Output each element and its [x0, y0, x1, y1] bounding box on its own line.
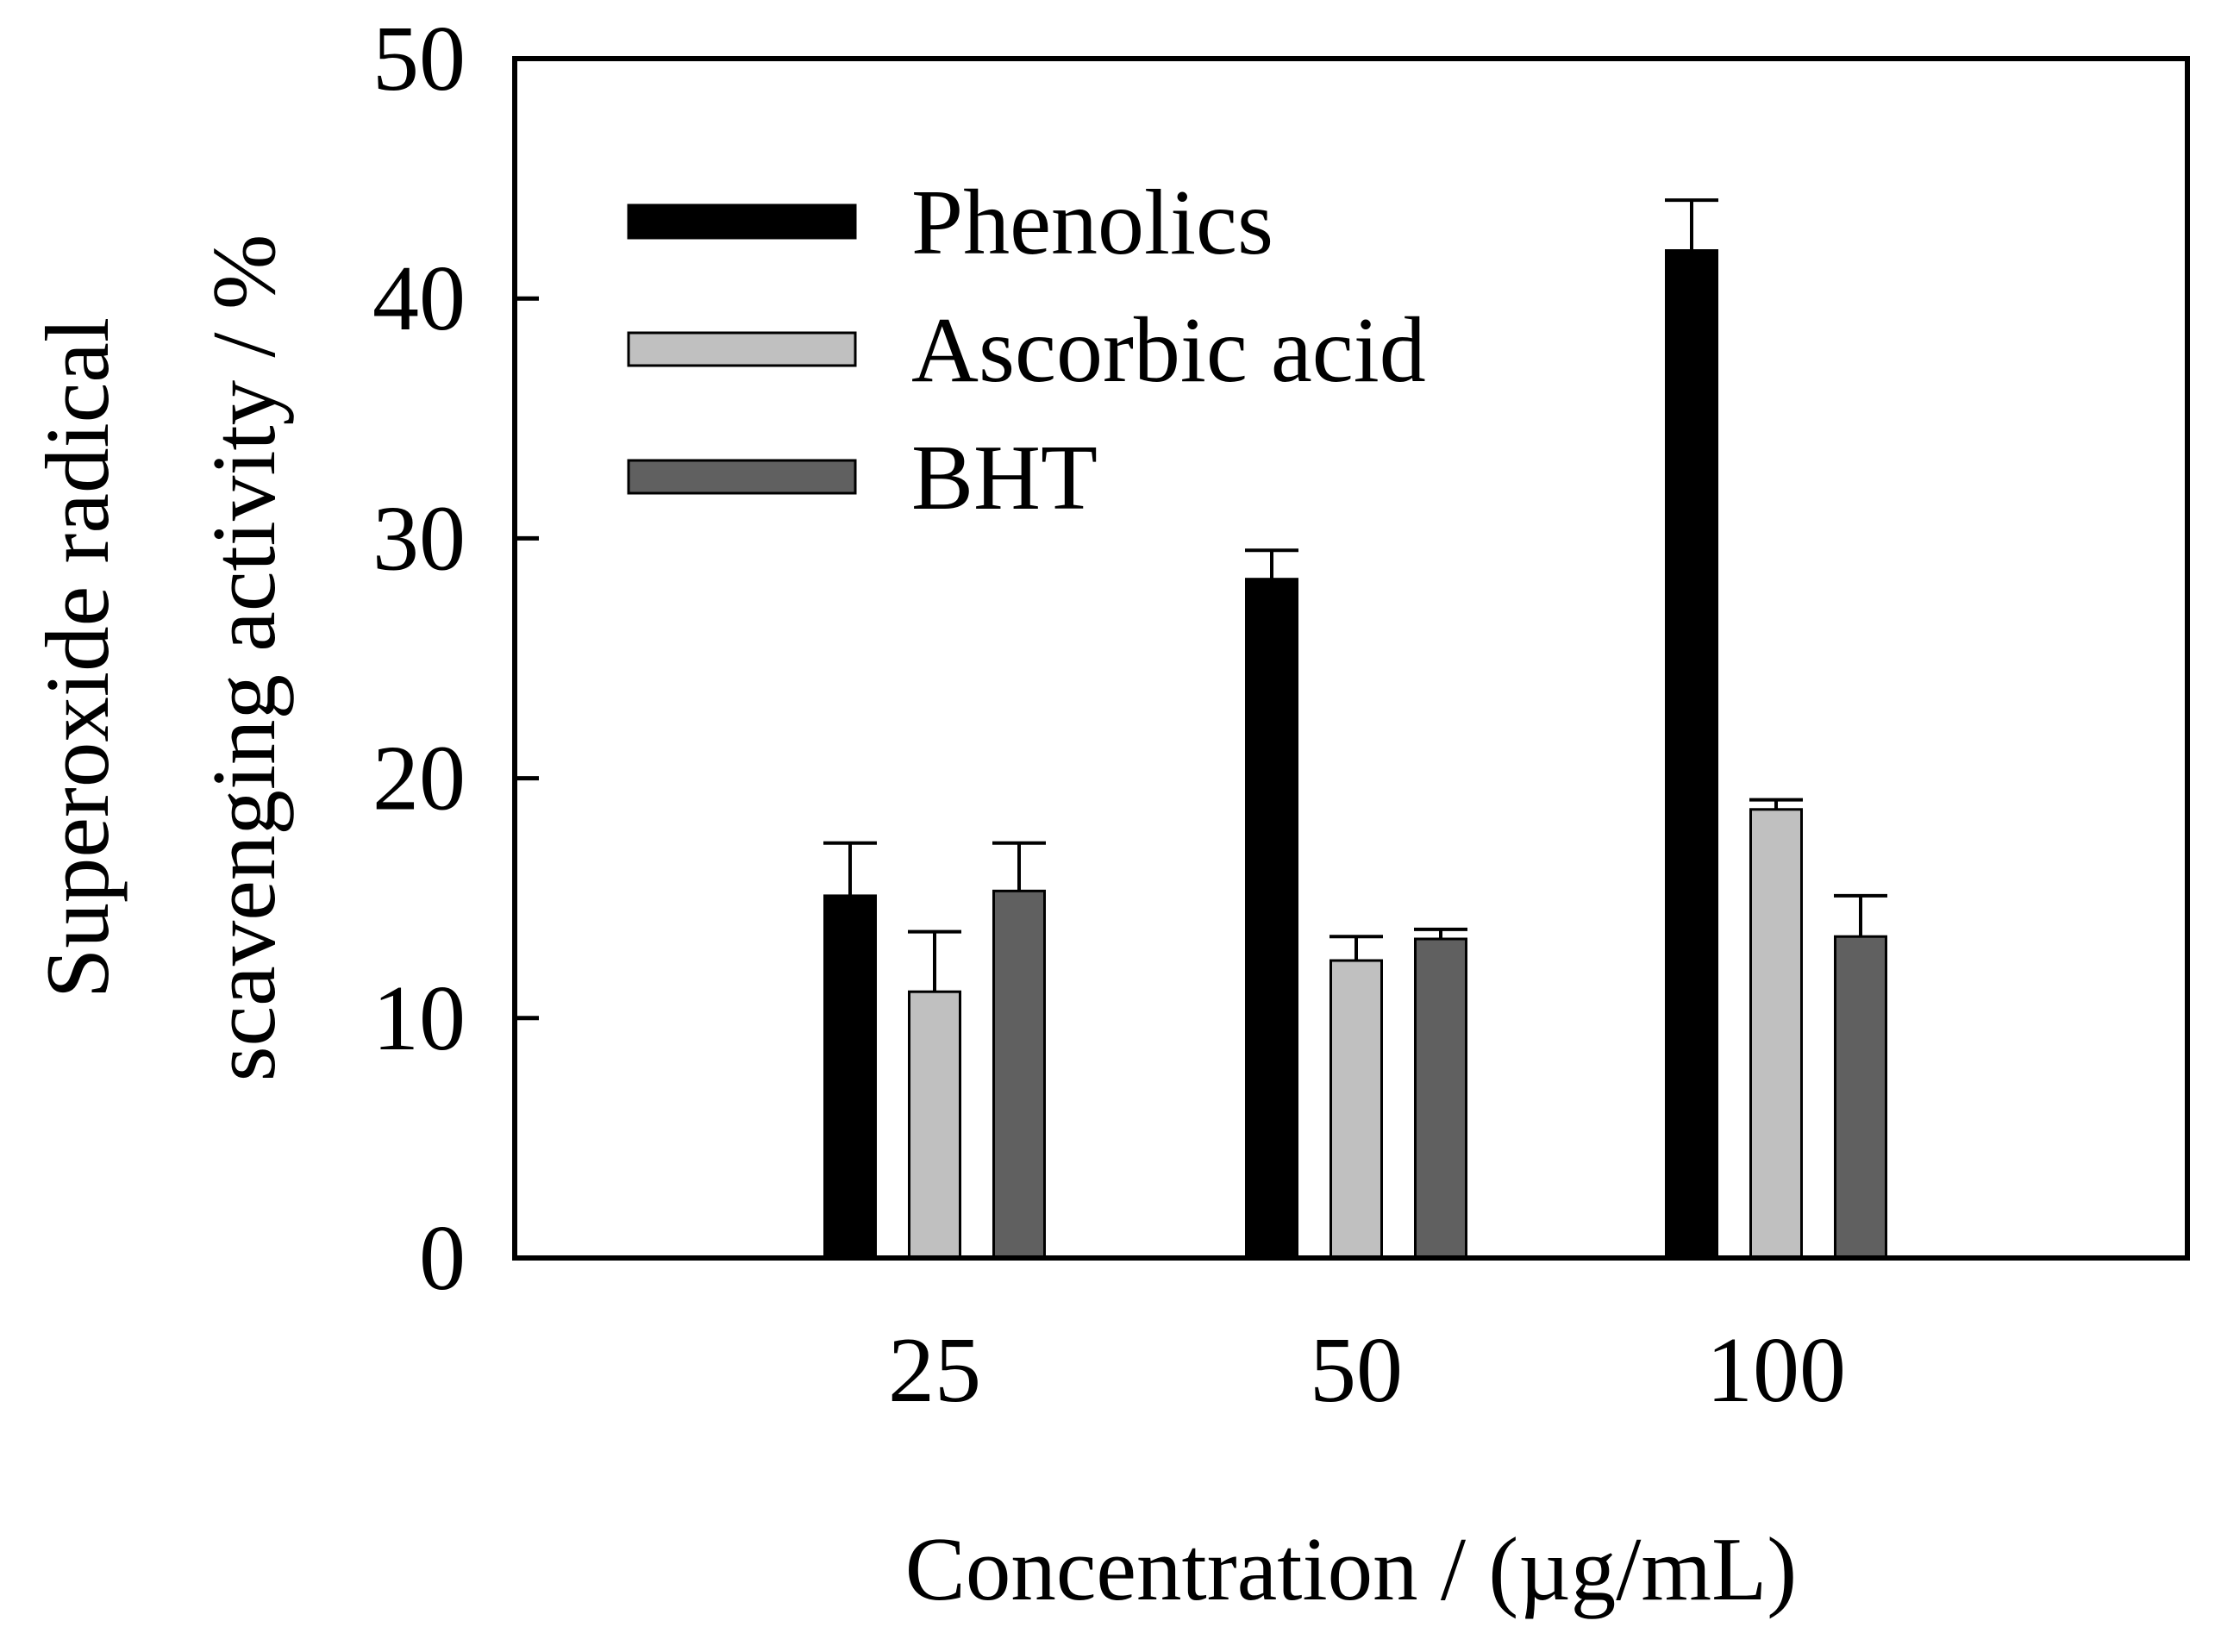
axis-titles: Concentration / (µg/mL) Superoxide radic… [27, 235, 1797, 1619]
error-bar-phenolics-100 [1665, 198, 1718, 251]
error-bar-phenolics-25 [823, 841, 877, 896]
y-tick-label: 50 [372, 8, 466, 110]
y-tick-label: 0 [419, 1207, 466, 1310]
x-tick-label: 100 [1706, 1319, 1846, 1422]
bar-phenolics-100 [1665, 249, 1718, 1260]
bar-bht-25 [992, 889, 1046, 1260]
bar-bht-100 [1834, 935, 1887, 1260]
legend-swatch [627, 203, 857, 240]
bar-phenolics-25 [823, 894, 877, 1260]
legend: Phenolics Ascorbic acid BHT [627, 172, 1426, 529]
legend-label: Ascorbic acid [911, 299, 1426, 402]
bar-ascorbic-acid-25 [908, 990, 961, 1260]
error-bars-layer [823, 198, 1887, 992]
error-bar-ascorbic-acid-25 [908, 929, 961, 992]
legend-item-phenolics: Phenolics [627, 172, 1273, 274]
legend-item-ascorbic-acid: Ascorbic acid [627, 299, 1426, 402]
error-bar-phenolics-50 [1245, 548, 1298, 579]
bar-bht-50 [1414, 937, 1467, 1260]
bar-phenolics-50 [1245, 578, 1298, 1260]
legend-label: Phenolics [911, 172, 1273, 274]
x-tick-label: 50 [1310, 1319, 1403, 1422]
x-axis-title: Concentration / (µg/mL) [905, 1518, 1797, 1619]
error-bar-ascorbic-acid-100 [1749, 798, 1803, 810]
error-bar-ascorbic-acid-50 [1329, 935, 1383, 961]
bar-ascorbic-acid-50 [1329, 959, 1383, 1260]
y-tick-label: 20 [372, 728, 466, 830]
legend-swatch [627, 331, 857, 367]
legend-label: BHT [911, 427, 1098, 529]
bar-ascorbic-acid-100 [1749, 808, 1803, 1260]
x-tick-label: 25 [888, 1319, 981, 1422]
x-axis: 25 50 100 [888, 1319, 1846, 1422]
y-tick-label: 10 [372, 967, 466, 1070]
y-tick-label: 40 [372, 247, 466, 350]
y-tick-label: 30 [372, 487, 466, 590]
y-axis: 0 10 20 30 40 50 [372, 8, 539, 1310]
y-axis-title-line-1: Superoxide radical [27, 317, 128, 998]
legend-item-bht: BHT [627, 427, 1098, 529]
error-bar-bht-50 [1414, 927, 1467, 939]
legend-swatch [627, 459, 857, 495]
plot-frame [512, 56, 2190, 1261]
error-bar-bht-25 [992, 841, 1046, 892]
error-bar-bht-100 [1834, 893, 1887, 937]
y-axis-title-line-2: scavenging activity / % [193, 235, 294, 1082]
